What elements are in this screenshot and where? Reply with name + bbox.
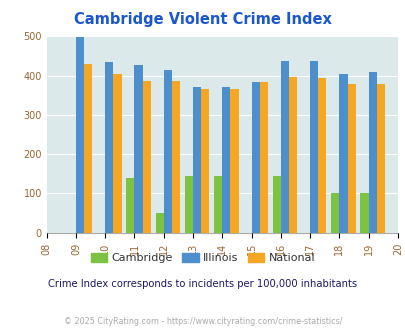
- Bar: [339, 74, 347, 233]
- Bar: [259, 82, 267, 233]
- Bar: [213, 176, 222, 233]
- Bar: [134, 65, 142, 233]
- Bar: [184, 176, 192, 233]
- Bar: [230, 89, 238, 233]
- Bar: [376, 84, 384, 233]
- Bar: [347, 84, 355, 233]
- Text: Cambridge Violent Crime Index: Cambridge Violent Crime Index: [74, 12, 331, 26]
- Bar: [201, 88, 209, 233]
- Bar: [163, 71, 172, 233]
- Bar: [192, 86, 201, 233]
- Bar: [172, 81, 180, 233]
- Bar: [113, 74, 121, 233]
- Bar: [288, 77, 296, 233]
- Bar: [105, 62, 113, 233]
- Bar: [272, 176, 280, 233]
- Bar: [126, 178, 134, 233]
- Bar: [142, 81, 151, 233]
- Bar: [76, 37, 84, 233]
- Legend: Cambridge, Illinois, National: Cambridge, Illinois, National: [86, 248, 319, 267]
- Bar: [318, 78, 326, 233]
- Bar: [330, 193, 339, 233]
- Bar: [155, 213, 163, 233]
- Bar: [368, 72, 376, 233]
- Bar: [280, 61, 288, 233]
- Bar: [309, 61, 318, 233]
- Bar: [251, 82, 259, 233]
- Bar: [360, 193, 368, 233]
- Text: © 2025 CityRating.com - https://www.cityrating.com/crime-statistics/: © 2025 CityRating.com - https://www.city…: [64, 317, 341, 326]
- Bar: [84, 64, 92, 233]
- Text: Crime Index corresponds to incidents per 100,000 inhabitants: Crime Index corresponds to incidents per…: [48, 279, 357, 289]
- Bar: [222, 87, 230, 233]
